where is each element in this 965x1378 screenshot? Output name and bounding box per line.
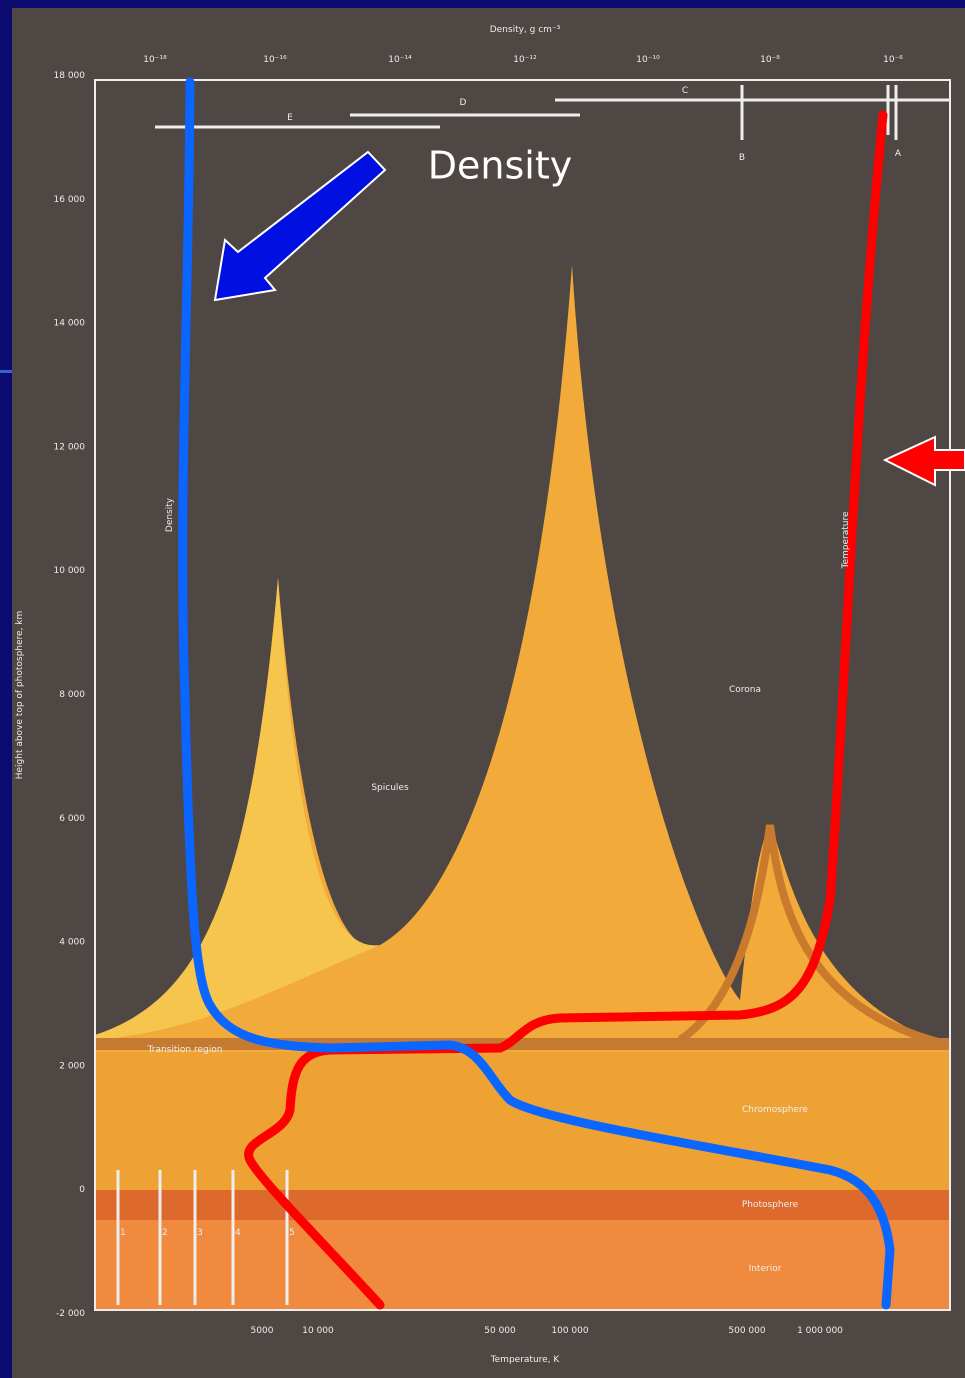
left-tick-label: 14 000 xyxy=(54,319,86,329)
bottom-tick-label: 5000 xyxy=(251,1326,274,1336)
overlay-label: Density xyxy=(428,144,572,188)
curve-label: Temperature xyxy=(841,511,851,569)
range-letter: B xyxy=(739,153,745,163)
curve-label: Density xyxy=(165,497,175,532)
slide-accent xyxy=(0,370,12,373)
top-tick-label: 10⁻¹⁶ xyxy=(263,55,287,65)
line-number: 2 xyxy=(162,1228,168,1238)
top-tick-label: 10⁻¹⁰ xyxy=(636,55,660,65)
left-tick-label: 6 000 xyxy=(59,814,85,824)
interior-layer xyxy=(95,1220,950,1310)
range-letter: E xyxy=(287,113,293,123)
bottom-tick-label: 100 000 xyxy=(551,1326,588,1336)
top-tick-label: 10⁻¹⁸ xyxy=(143,55,167,65)
slide: Density Density, g cm⁻³ Temperature, K H… xyxy=(0,0,965,1378)
line-number: 3 xyxy=(197,1228,203,1238)
range-letter: C xyxy=(682,86,688,96)
bottom-tick-label: 10 000 xyxy=(302,1326,334,1336)
region-label: Photosphere xyxy=(742,1200,799,1210)
left-tick-label: 18 000 xyxy=(54,71,86,81)
range-letter: D xyxy=(460,98,467,108)
left-tick-label: 4 000 xyxy=(59,938,85,948)
top-tick-label: 10⁻¹⁴ xyxy=(388,55,412,65)
top-tick-label: 10⁻⁶ xyxy=(883,55,903,65)
region-label: Spicules xyxy=(371,783,409,793)
left-tick-label: 16 000 xyxy=(54,195,86,205)
left-tick-label: 12 000 xyxy=(54,442,86,452)
region-label: Transition region xyxy=(147,1045,223,1055)
transition-layer xyxy=(95,1038,950,1050)
bottom-tick-label: 500 000 xyxy=(728,1326,765,1336)
line-number: 1 xyxy=(120,1228,126,1238)
region-label: Corona xyxy=(729,685,761,695)
bottom-tick-label: 50 000 xyxy=(484,1326,516,1336)
top-tick-label: 10⁻¹² xyxy=(513,55,537,65)
left-tick-label: 10 000 xyxy=(54,566,86,576)
bottom-tick-label: 1 000 000 xyxy=(797,1326,843,1336)
left-tick-label: 8 000 xyxy=(59,690,85,700)
left-tick-label: -2 000 xyxy=(56,1309,85,1319)
region-label: Interior xyxy=(749,1264,782,1274)
left-tick-label: 0 xyxy=(79,1185,85,1195)
density-axis-title: Density, g cm⁻³ xyxy=(490,25,561,35)
range-letter: A xyxy=(895,149,902,159)
left-tick-label: 2 000 xyxy=(59,1061,85,1071)
line-number: 5 xyxy=(289,1228,295,1238)
height-axis-title: Height above top of photosphere, km xyxy=(15,611,25,780)
photosphere-layer xyxy=(95,1190,950,1220)
temperature-axis-title: Temperature, K xyxy=(490,1355,561,1365)
region-label: Chromosphere xyxy=(742,1105,808,1115)
top-tick-label: 10⁻⁸ xyxy=(760,55,780,65)
line-number: 4 xyxy=(235,1228,241,1238)
